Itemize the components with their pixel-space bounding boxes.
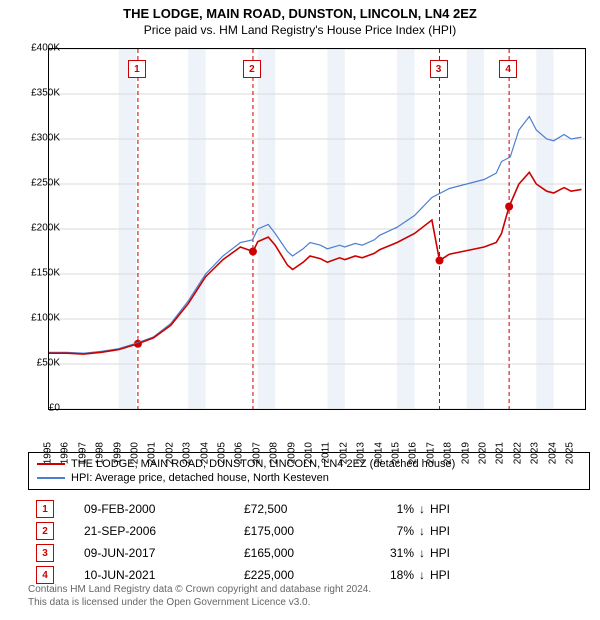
transaction-marker: 2 <box>243 60 261 78</box>
legend-label: HPI: Average price, detached house, Nort… <box>71 472 329 484</box>
transaction-date: 21-SEP-2006 <box>84 524 244 538</box>
y-axis-label: £50K <box>16 358 60 369</box>
y-axis-label: £200K <box>16 223 60 234</box>
y-axis-label: £350K <box>16 88 60 99</box>
footer-line: This data is licensed under the Open Gov… <box>28 597 572 610</box>
legend-swatch <box>37 477 65 479</box>
legend-swatch <box>37 463 65 465</box>
transaction-diff: 1% <box>354 502 414 516</box>
y-axis-label: £400K <box>16 43 60 54</box>
transaction-suffix: HPI <box>430 524 470 538</box>
transaction-marker: 3 <box>430 60 448 78</box>
chart-title: THE LODGE, MAIN ROAD, DUNSTON, LINCOLN, … <box>0 6 600 23</box>
chart-title-block: THE LODGE, MAIN ROAD, DUNSTON, LINCOLN, … <box>0 0 600 38</box>
transaction-suffix: HPI <box>430 546 470 560</box>
transaction-marker: 4 <box>499 60 517 78</box>
transaction-badge: 4 <box>36 566 54 584</box>
y-axis-label: £150K <box>16 268 60 279</box>
transaction-marker: 1 <box>128 60 146 78</box>
down-arrow-icon: ↓ <box>414 568 430 582</box>
transaction-diff: 31% <box>354 546 414 560</box>
transactions-table: 109-FEB-2000£72,5001%↓HPI221-SEP-2006£17… <box>28 498 572 586</box>
down-arrow-icon: ↓ <box>414 502 430 516</box>
legend-item: THE LODGE, MAIN ROAD, DUNSTON, LINCOLN, … <box>37 457 581 471</box>
y-axis-label: £250K <box>16 178 60 189</box>
transaction-suffix: HPI <box>430 502 470 516</box>
legend-item: HPI: Average price, detached house, Nort… <box>37 471 581 485</box>
down-arrow-icon: ↓ <box>414 524 430 538</box>
transaction-badge: 1 <box>36 500 54 518</box>
transaction-badge: 3 <box>36 544 54 562</box>
transaction-price: £165,000 <box>244 546 354 560</box>
chart-subtitle: Price paid vs. HM Land Registry's House … <box>0 23 600 39</box>
chart-legend: THE LODGE, MAIN ROAD, DUNSTON, LINCOLN, … <box>28 452 590 490</box>
transaction-price: £72,500 <box>244 502 354 516</box>
transaction-badge: 2 <box>36 522 54 540</box>
transaction-diff: 7% <box>354 524 414 538</box>
legend-label: THE LODGE, MAIN ROAD, DUNSTON, LINCOLN, … <box>71 458 455 470</box>
transaction-suffix: HPI <box>430 568 470 582</box>
transaction-date: 10-JUN-2021 <box>84 568 244 582</box>
footer-line: Contains HM Land Registry data © Crown c… <box>28 584 572 597</box>
y-axis-label: £100K <box>16 313 60 324</box>
transaction-price: £175,000 <box>244 524 354 538</box>
transaction-price: £225,000 <box>244 568 354 582</box>
transaction-date: 09-JUN-2017 <box>84 546 244 560</box>
transaction-row: 2 21-SEP-2006£175,0007%↓HPI <box>28 520 572 542</box>
transaction-row: 1 09-FEB-2000£72,5001%↓HPI <box>28 498 572 520</box>
transaction-row: 3 09-JUN-2017£165,00031%↓HPI <box>28 542 572 564</box>
down-arrow-icon: ↓ <box>414 546 430 560</box>
y-axis-label: £0 <box>16 403 60 414</box>
transaction-row: 4 10-JUN-2021£225,00018%↓HPI <box>28 564 572 586</box>
chart-footer: Contains HM Land Registry data © Crown c… <box>28 584 572 609</box>
chart-svg <box>49 49 585 409</box>
transaction-diff: 18% <box>354 568 414 582</box>
y-axis-label: £300K <box>16 133 60 144</box>
chart-plot-area <box>48 48 586 410</box>
transaction-date: 09-FEB-2000 <box>84 502 244 516</box>
